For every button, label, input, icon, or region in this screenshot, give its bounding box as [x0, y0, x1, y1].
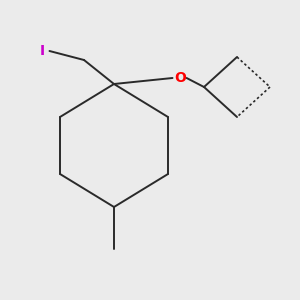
Text: O: O [174, 71, 186, 85]
Text: I: I [39, 44, 45, 58]
